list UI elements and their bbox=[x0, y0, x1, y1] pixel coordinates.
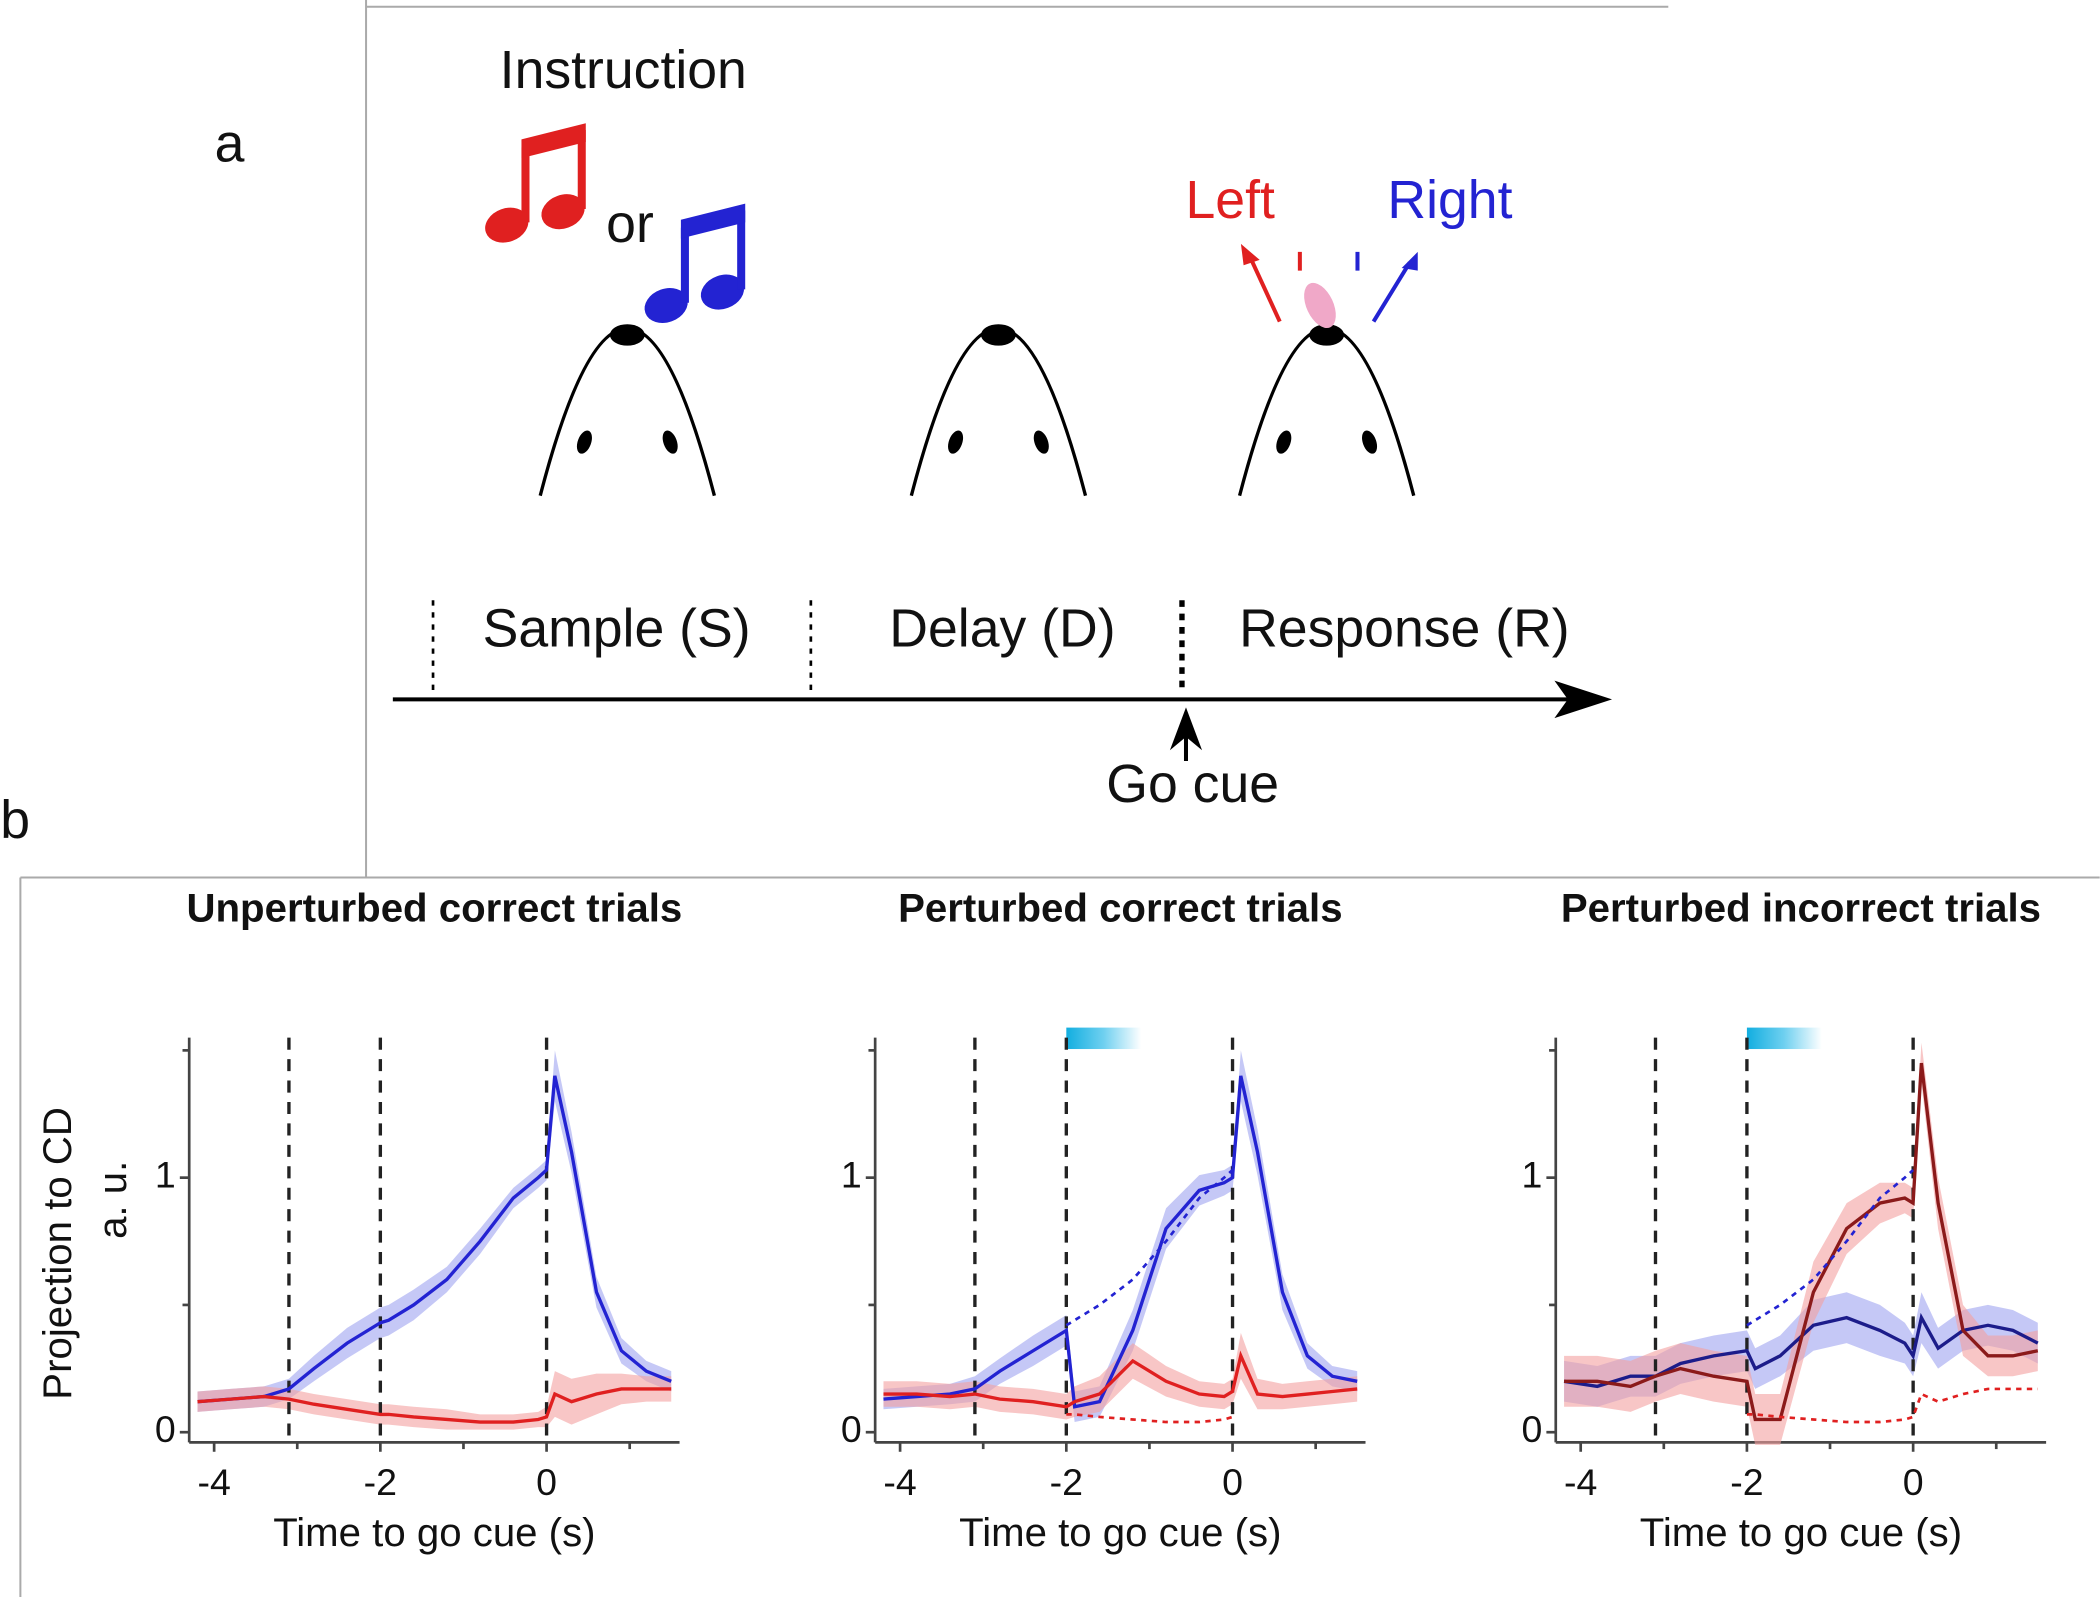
timeline bbox=[392, 600, 1613, 761]
x-axis-label: Time to go cue (s) bbox=[1640, 1510, 1962, 1555]
go-cue-label: Go cue bbox=[1106, 754, 1279, 814]
chart-title: Perturbed correct trials bbox=[898, 886, 1342, 931]
panel-label: a bbox=[215, 114, 245, 174]
x-tick-label: -2 bbox=[1050, 1461, 1083, 1503]
instruction: Instruction bbox=[500, 40, 747, 100]
y-tick-label: 1 bbox=[1522, 1154, 1543, 1196]
epoch-label: Sample (S) bbox=[483, 599, 751, 659]
y-tick-label: 1 bbox=[155, 1154, 176, 1196]
reference-line bbox=[1746, 1387, 2038, 1424]
mean-line bbox=[197, 1387, 672, 1424]
lick-icons bbox=[1240, 243, 1418, 329]
y-axis-label: Projection to CD bbox=[35, 1107, 80, 1400]
error-band bbox=[197, 1050, 672, 1412]
mean-line bbox=[883, 1350, 1358, 1409]
x-axis-label: Time to go cue (s) bbox=[273, 1510, 595, 1555]
y-axis-units: a. u. bbox=[90, 1161, 135, 1239]
reference-line bbox=[1746, 1169, 1914, 1327]
mean-line bbox=[197, 1075, 672, 1404]
y-tick-label: 0 bbox=[841, 1408, 862, 1450]
chart-title: Unperturbed correct trials bbox=[186, 886, 682, 931]
x-axis-label: Time to go cue (s) bbox=[959, 1510, 1281, 1555]
epoch-label: Response (R) bbox=[1239, 599, 1570, 659]
reference-line bbox=[1065, 1169, 1234, 1327]
x-tick-label: 0 bbox=[536, 1461, 557, 1503]
x-tick-label: -2 bbox=[1730, 1461, 1763, 1503]
x-tick-label: -2 bbox=[364, 1461, 397, 1503]
epoch-label: Delay (D) bbox=[889, 599, 1115, 659]
frames bbox=[19, 0, 2100, 1597]
x-tick-label: -4 bbox=[1564, 1461, 1597, 1503]
y-tick-label: 1 bbox=[841, 1154, 862, 1196]
left-label: Left bbox=[1186, 170, 1275, 230]
red-note bbox=[485, 123, 586, 243]
mean-line bbox=[883, 1075, 1358, 1409]
error-band bbox=[883, 1050, 1358, 1423]
stimulus-bar bbox=[1746, 1027, 1822, 1050]
x-tick-label: -4 bbox=[197, 1461, 230, 1503]
panel-label: b bbox=[0, 790, 30, 850]
mouse-heads bbox=[538, 324, 1416, 497]
x-tick-label: 0 bbox=[1222, 1461, 1243, 1503]
error-band bbox=[197, 1371, 672, 1430]
chart-title: Perturbed incorrect trials bbox=[1561, 886, 2041, 931]
error-band bbox=[1564, 1042, 2038, 1445]
x-tick-label: 0 bbox=[1903, 1461, 1924, 1503]
right-label: Right bbox=[1387, 170, 1512, 230]
x-tick-label: -4 bbox=[883, 1461, 916, 1503]
mean-line bbox=[1564, 1062, 2039, 1422]
y-tick-label: 0 bbox=[155, 1408, 176, 1450]
blue-note bbox=[644, 203, 746, 323]
charts: Unperturbed correct trials Time to go cue… bbox=[35, 886, 2047, 1555]
or: or bbox=[606, 194, 654, 254]
reference-line bbox=[1066, 1413, 1233, 1424]
y-tick-label: 0 bbox=[1522, 1408, 1543, 1450]
stimulus-bar bbox=[1066, 1027, 1142, 1050]
